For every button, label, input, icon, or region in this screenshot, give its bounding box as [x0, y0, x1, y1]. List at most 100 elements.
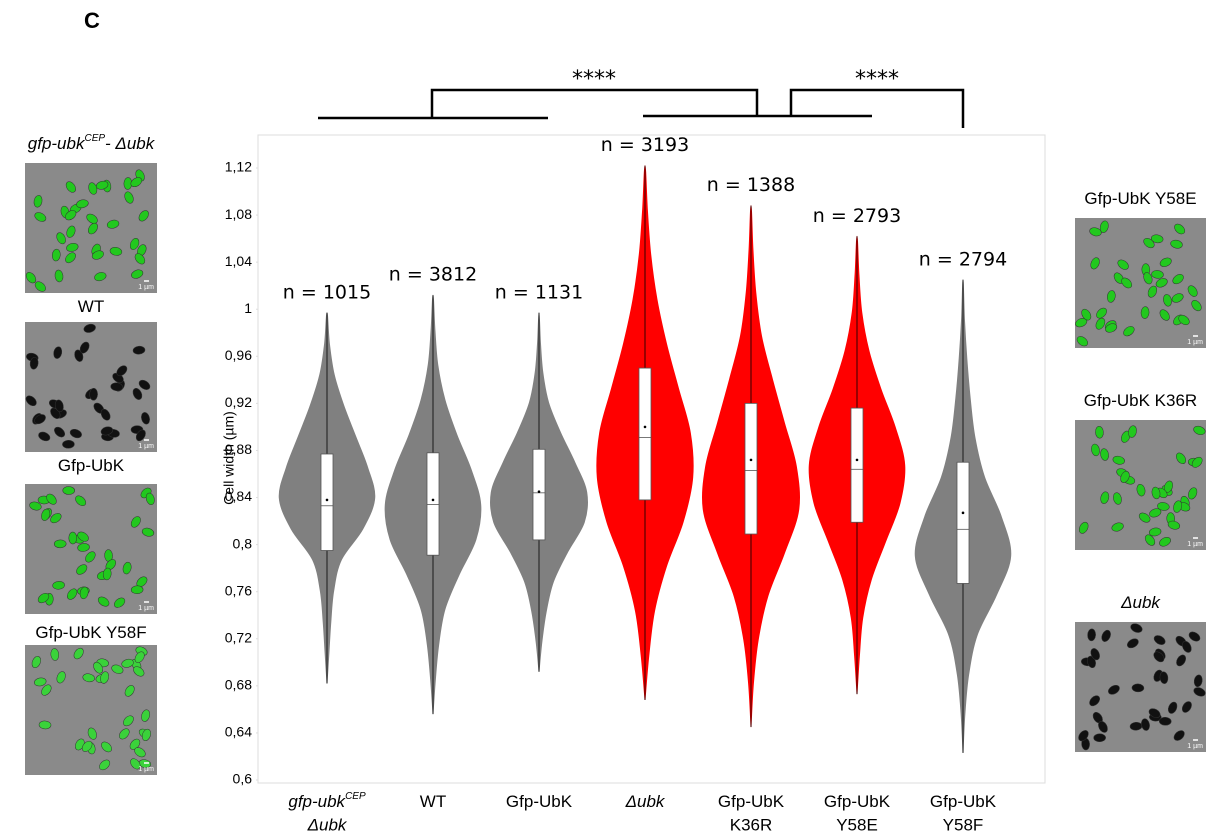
cell — [46, 493, 57, 505]
box — [638, 367, 652, 501]
cell — [130, 758, 141, 770]
cell — [37, 593, 50, 604]
cell — [138, 210, 149, 222]
cell — [1105, 323, 1118, 333]
cell — [111, 664, 124, 674]
cell — [1159, 536, 1171, 547]
micrograph-bg — [1075, 218, 1206, 348]
cell — [1087, 655, 1096, 669]
cell — [76, 199, 89, 209]
cell — [82, 673, 95, 683]
cell — [50, 513, 62, 524]
y-tick-label: 1,08 — [225, 206, 252, 222]
scale-bar-label: 1 µm — [138, 443, 154, 450]
mean — [749, 458, 753, 462]
cell — [31, 656, 41, 669]
cell — [87, 222, 98, 235]
cell — [1174, 223, 1186, 235]
y-tick-label: 1,04 — [225, 253, 252, 269]
cell — [1131, 683, 1145, 693]
cell — [54, 269, 64, 283]
panel-label: C — [84, 8, 100, 33]
n-label: n = 2794 — [919, 248, 1007, 270]
n-label: n = 1388 — [707, 174, 795, 196]
cell — [100, 671, 109, 684]
cell — [121, 658, 134, 668]
cell — [1159, 309, 1170, 321]
cell — [1100, 491, 1110, 504]
cell — [1153, 635, 1166, 645]
cell — [135, 429, 146, 442]
image-label: Δubk — [1120, 593, 1161, 612]
cell — [1144, 534, 1156, 546]
cell — [1149, 508, 1162, 518]
image-label-text: Δubk — [1120, 593, 1161, 612]
cell — [1095, 426, 1104, 439]
image-label-text: Gfp-UbK Y58E — [1084, 189, 1196, 208]
cell — [1150, 234, 1164, 244]
cell — [122, 561, 132, 575]
cell — [74, 349, 84, 362]
cell — [110, 382, 123, 392]
y-axis-label: Cell width (µm) — [221, 411, 237, 505]
cell — [56, 671, 66, 684]
micrograph: 1 µm — [25, 163, 157, 293]
scale-bar-label: 1 µm — [138, 766, 154, 773]
x-tick-label: Δubk — [307, 815, 348, 834]
cell — [65, 210, 77, 221]
significance-label: **** — [572, 67, 616, 92]
cell — [1188, 631, 1201, 642]
image-label-suffix: - Δubk — [105, 134, 156, 153]
cell — [132, 388, 143, 400]
cell — [145, 492, 155, 506]
cell — [75, 495, 87, 507]
cell — [1090, 648, 1100, 661]
cell — [1098, 721, 1108, 733]
y-tick-label: 0,92 — [225, 394, 252, 410]
cell — [86, 213, 98, 224]
x-tick-label: Gfp-UbK — [718, 792, 785, 811]
cell — [129, 237, 140, 250]
cell — [124, 191, 134, 204]
cell — [1178, 314, 1190, 326]
cell — [133, 666, 145, 677]
scale-bar-label: 1 µm — [1187, 339, 1203, 346]
cell — [1136, 483, 1146, 497]
cell — [1188, 487, 1198, 500]
image-label: Gfp-UbK — [58, 456, 125, 475]
cell — [53, 539, 67, 549]
y-tick-label: 0,76 — [225, 582, 252, 598]
cell — [100, 408, 111, 421]
image-label-sup: CEP — [84, 133, 105, 144]
cell — [129, 738, 141, 750]
cell — [1101, 629, 1111, 642]
cell — [33, 195, 43, 208]
mean — [643, 425, 647, 429]
cell — [51, 248, 61, 262]
cell — [1076, 336, 1088, 347]
cell — [1141, 718, 1150, 731]
scale-bar-label: 1 µm — [1187, 743, 1203, 750]
cell — [1091, 443, 1100, 457]
scale-bar-label: 1 µm — [1187, 541, 1203, 548]
cell — [1148, 527, 1162, 537]
cell — [1108, 684, 1120, 695]
cell — [65, 181, 76, 193]
cell — [1155, 278, 1168, 288]
micrograph: 1 µm — [25, 322, 157, 452]
cell — [34, 212, 47, 222]
cell — [1159, 257, 1172, 267]
cell — [1158, 717, 1172, 726]
cell — [1095, 317, 1106, 330]
cell — [1106, 290, 1116, 303]
y-tick-label: 0,8 — [233, 535, 253, 551]
cell — [101, 741, 112, 753]
cell — [134, 747, 146, 758]
x-tick-label: gfp-ubkCEP — [288, 791, 366, 812]
cell — [69, 428, 82, 439]
cell — [81, 740, 93, 752]
cell — [1099, 220, 1109, 233]
cell — [130, 585, 144, 594]
mean — [961, 511, 965, 515]
